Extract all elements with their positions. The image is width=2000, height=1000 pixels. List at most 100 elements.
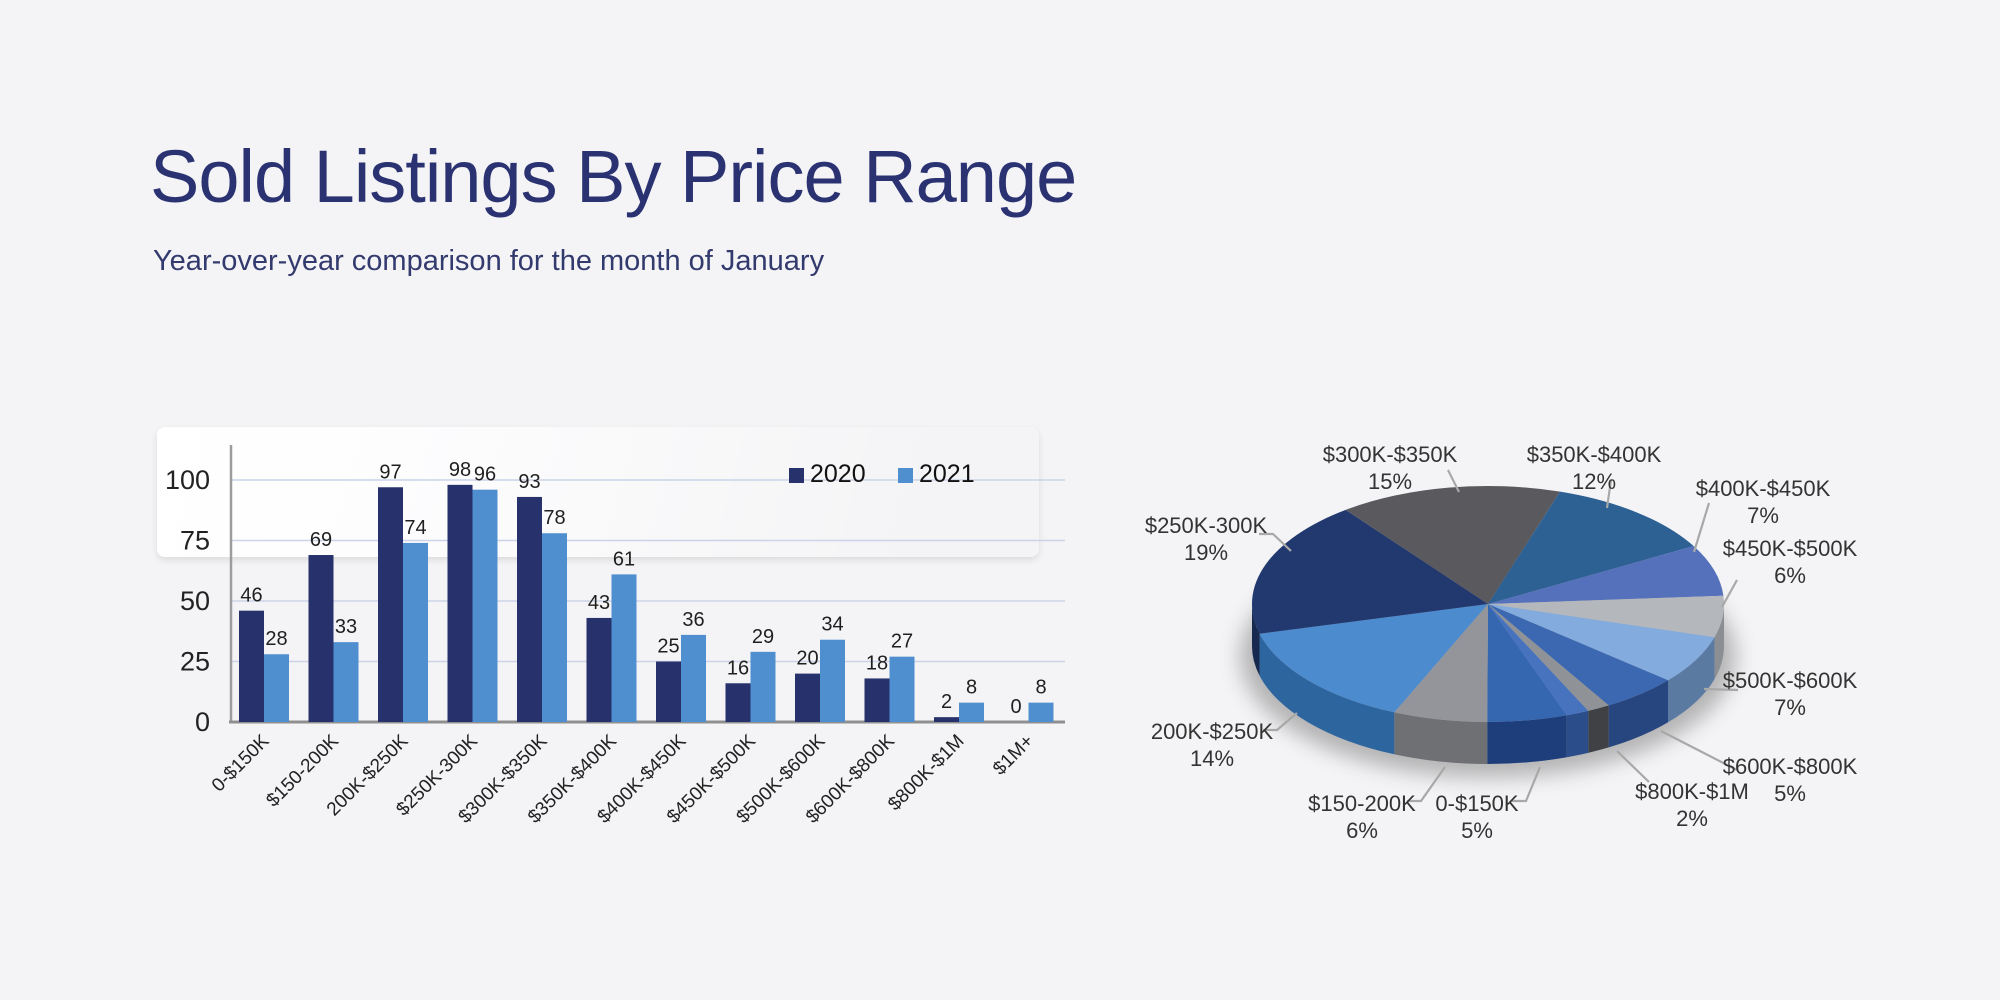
bar-chart: 025507510046280-$150K6933$150-200K977420… xyxy=(165,445,1065,828)
pie-leader-line xyxy=(1703,687,1739,692)
bar-2021 xyxy=(542,533,567,722)
pie-slice-top xyxy=(1252,509,1488,634)
pie-leader-line xyxy=(1605,479,1613,509)
pie-slice-side xyxy=(1394,712,1488,764)
y-axis-tick-label: 100 xyxy=(165,465,210,495)
bar-value-label: 98 xyxy=(449,459,471,481)
legend-label-2021: 2021 xyxy=(919,460,975,488)
pie-label-range: $500K-$600K xyxy=(1723,668,1858,693)
bar-value-label: 97 xyxy=(379,461,401,483)
bar-value-label: 2 xyxy=(941,691,952,713)
bar-2020 xyxy=(795,673,820,722)
bar-value-label: 46 xyxy=(240,585,262,607)
bar-value-label: 0 xyxy=(1010,696,1021,718)
bar-2020 xyxy=(308,555,334,722)
bar-2020 xyxy=(517,496,542,722)
bar-value-label: 61 xyxy=(613,548,635,570)
page-subtitle: Year-over-year comparison for the month … xyxy=(153,245,825,277)
pie-chart: 0-$150K5%$150-200K6%200K-$250K14%$250K-3… xyxy=(1145,442,1858,843)
bar-value-label: 8 xyxy=(966,677,977,699)
pie-slice-top xyxy=(1488,604,1589,716)
pie-leader-line xyxy=(1512,766,1542,803)
pie-slice-top xyxy=(1488,595,1724,638)
pie-label-range: 200K-$250K xyxy=(1151,719,1274,744)
pie-label-pct: 5% xyxy=(1461,818,1493,843)
bar-2021 xyxy=(264,654,289,722)
bar-2021 xyxy=(472,489,498,722)
y-axis-tick-label: 25 xyxy=(180,647,210,677)
bar-2020 xyxy=(934,717,959,722)
bar-2021 xyxy=(611,574,637,722)
y-axis-tick-label: 50 xyxy=(180,586,210,616)
bar-2021 xyxy=(403,542,428,722)
pie-leader-line xyxy=(1447,469,1460,493)
bar-value-label: 43 xyxy=(588,592,610,614)
pie-label-pct: 7% xyxy=(1747,503,1779,528)
pie-slice-side xyxy=(1487,715,1567,765)
pie-leader-line xyxy=(1692,502,1711,553)
bar-chart-legend: 2020 2021 xyxy=(789,460,975,488)
bar-2021 xyxy=(959,702,984,722)
pie-slice-side xyxy=(1588,705,1609,753)
bar-2021 xyxy=(1028,702,1054,722)
pie-slice-top xyxy=(1488,604,1715,681)
pie-slice-side xyxy=(1668,637,1715,723)
bar-value-label: 20 xyxy=(796,648,818,670)
pie-label-range: $400K-$450K xyxy=(1696,476,1831,501)
bar-2020 xyxy=(864,678,890,722)
pie-label-range: $150-200K xyxy=(1308,791,1416,816)
pie-label-range: $250K-300K xyxy=(1145,513,1268,538)
pie-slice-side xyxy=(1566,710,1589,758)
bar-value-label: 74 xyxy=(404,517,426,539)
pie-leader-line xyxy=(1407,766,1446,803)
bar-value-label: 18 xyxy=(866,652,888,674)
pie-label-pct: 7% xyxy=(1774,695,1806,720)
x-axis-category-label: $800K-$1M xyxy=(884,731,968,815)
pie-slice-side xyxy=(1714,604,1724,680)
bar-value-label: 28 xyxy=(265,628,287,650)
legend-swatch-2020 xyxy=(789,468,804,483)
legend-swatch-2021 xyxy=(898,468,913,483)
bar-2020 xyxy=(656,661,681,722)
bar-value-label: 34 xyxy=(821,614,843,636)
pie-leader-line xyxy=(1263,712,1298,732)
bar-2020 xyxy=(586,617,612,722)
pie-label-range: $350K-$400K xyxy=(1527,442,1662,467)
bar-2020 xyxy=(725,683,751,722)
bar-2021 xyxy=(333,642,359,722)
pie-label-range: $300K-$350K xyxy=(1323,442,1458,467)
pie-slice-top xyxy=(1259,604,1488,713)
pie-slice-side xyxy=(1252,604,1260,676)
pie-label-pct: 14% xyxy=(1190,746,1234,771)
pie-label-pct: 6% xyxy=(1346,818,1378,843)
pie-leader-line xyxy=(1616,750,1650,783)
x-axis-category-label: $1M+ xyxy=(989,731,1038,780)
bar-value-label: 36 xyxy=(682,609,704,631)
pie-slice-top xyxy=(1488,546,1724,604)
bar-2021 xyxy=(820,639,845,722)
bar-value-label: 96 xyxy=(474,464,496,486)
x-axis-category-label: 0-$150K xyxy=(208,730,274,796)
pie-label-range: $600K-$800K xyxy=(1723,754,1858,779)
bar-2021 xyxy=(681,634,706,722)
pie-leader-line xyxy=(1721,579,1738,608)
bar-2021 xyxy=(889,656,915,722)
bar-2020 xyxy=(378,487,403,722)
bar-value-label: 78 xyxy=(543,507,565,529)
pie-leader-line xyxy=(1660,730,1738,771)
pie-label-pct: 19% xyxy=(1184,540,1228,565)
y-axis-tick-label: 0 xyxy=(195,707,210,737)
pie-label-range: $450K-$500K xyxy=(1723,536,1858,561)
bar-value-label: 8 xyxy=(1035,677,1046,699)
pie-label-pct: 6% xyxy=(1774,563,1806,588)
legend-label-2020: 2020 xyxy=(810,460,866,488)
pie-slice-side xyxy=(1608,680,1669,748)
bar-value-label: 69 xyxy=(310,529,332,551)
pie-slice-top xyxy=(1487,604,1567,723)
pie-leader-line xyxy=(1259,532,1292,552)
pie-slice-top xyxy=(1488,604,1609,711)
pie-label-pct: 15% xyxy=(1368,469,1412,494)
pie-slice-top xyxy=(1394,604,1488,722)
pie-slice-top xyxy=(1488,491,1694,604)
